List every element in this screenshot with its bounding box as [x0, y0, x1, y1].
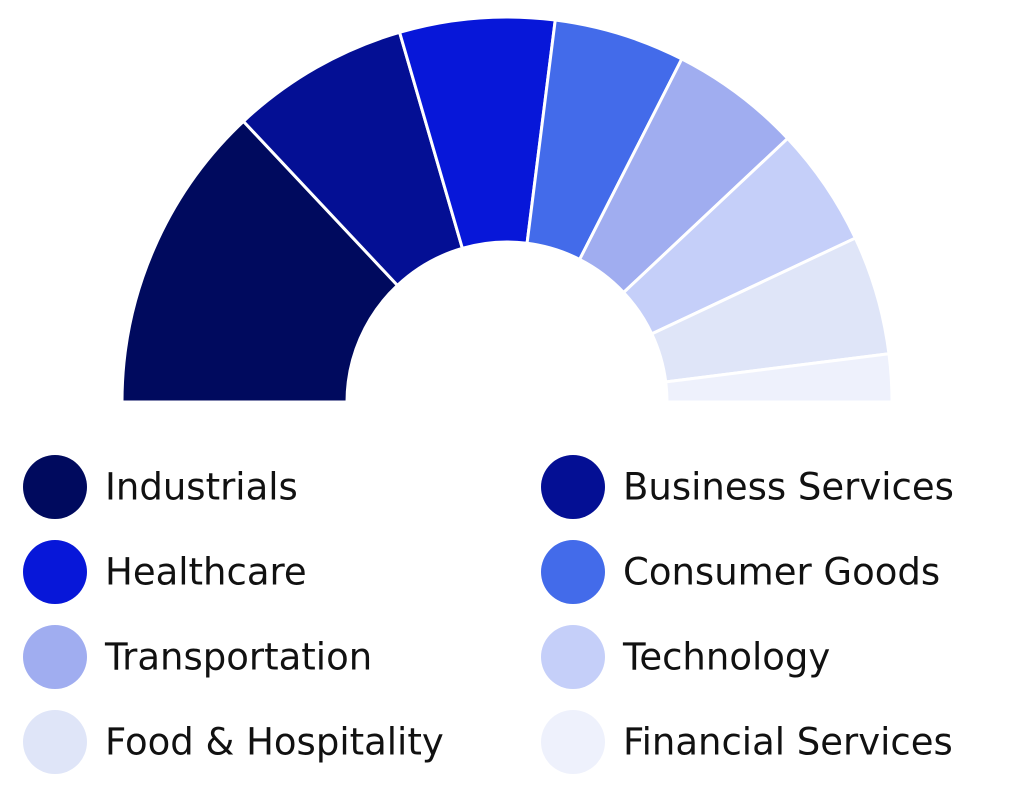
legend-swatch: [23, 625, 87, 689]
legend-label: Industrials: [105, 466, 298, 509]
legend-label: Technology: [622, 636, 830, 679]
legend-label: Transportation: [104, 636, 372, 679]
legend-label: Food & Hospitality: [105, 721, 444, 764]
donut-segment: [664, 352, 894, 404]
legend-swatch: [541, 455, 605, 519]
legend-swatch: [541, 710, 605, 774]
legend-swatch: [541, 625, 605, 689]
legend-swatch: [23, 540, 87, 604]
legend-label: Healthcare: [105, 551, 307, 594]
legend-swatch: [541, 540, 605, 604]
donut-segment: [120, 119, 400, 404]
legend-label: Financial Services: [623, 721, 953, 764]
legend-swatch: [23, 455, 87, 519]
legend-label: Business Services: [623, 466, 954, 509]
legend-label: Consumer Goods: [623, 551, 940, 594]
legend-swatch: [23, 710, 87, 774]
